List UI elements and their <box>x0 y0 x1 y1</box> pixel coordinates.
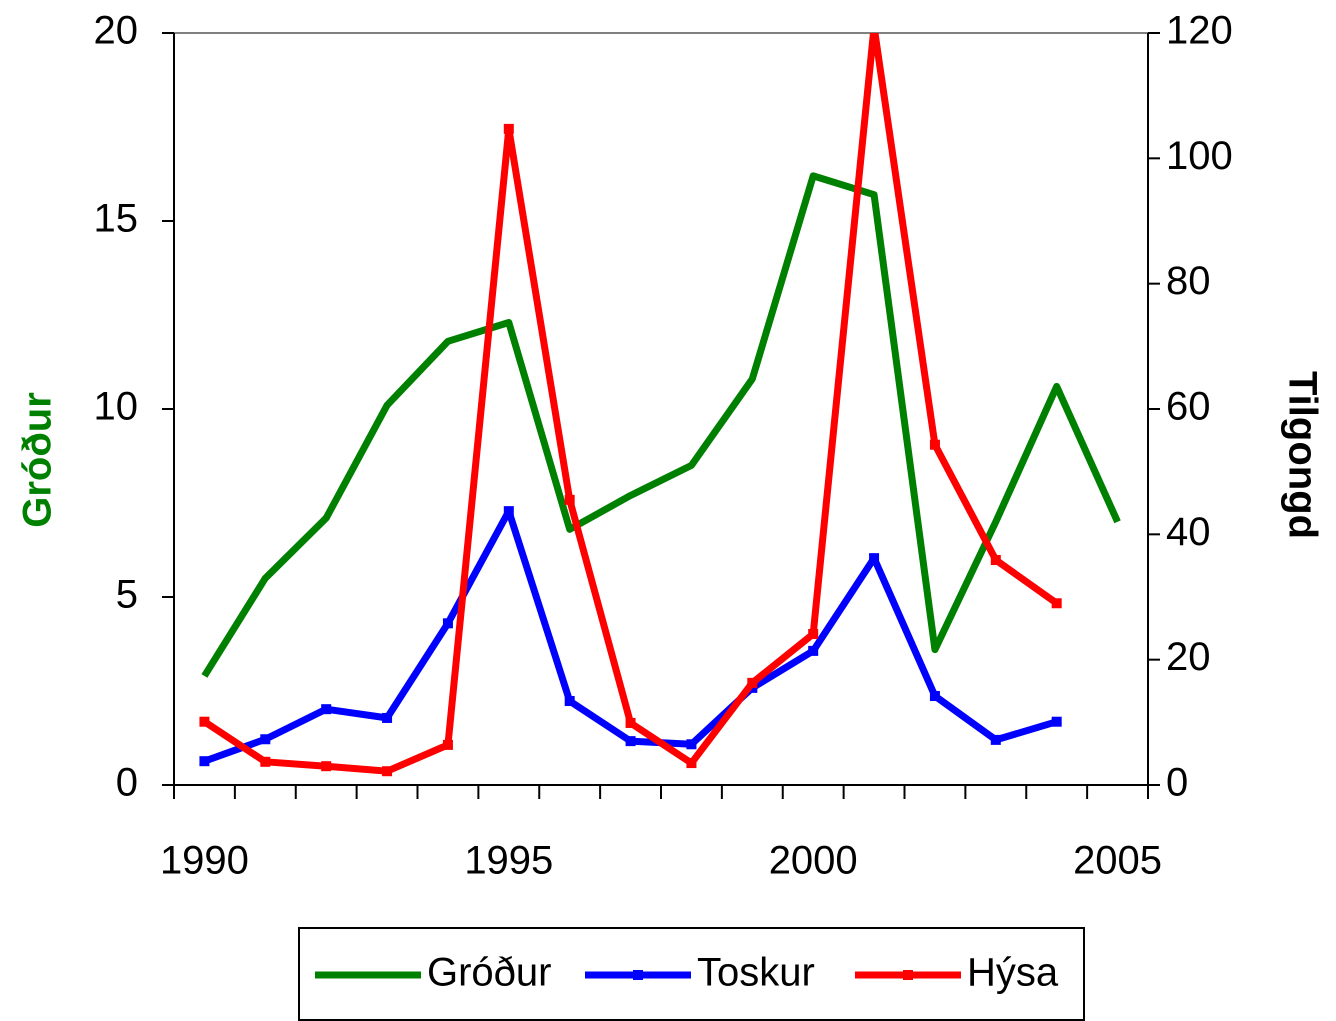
point-marker <box>442 618 453 629</box>
point-marker <box>808 628 819 639</box>
y2-tick-label: 20 <box>1166 635 1211 679</box>
point-marker <box>686 758 697 769</box>
point-marker <box>625 736 636 747</box>
series-line <box>202 33 1059 775</box>
x-tick-label: 2000 <box>769 839 858 883</box>
point-marker <box>990 734 1001 745</box>
point-marker <box>260 756 271 767</box>
y2-axis-title: Tilgongd <box>1280 371 1324 539</box>
y-tick-label: 0 <box>116 761 138 805</box>
point-marker <box>929 439 940 450</box>
point-marker <box>503 123 514 134</box>
plot-area <box>199 22 1121 777</box>
point-marker <box>382 766 393 777</box>
legend-marker <box>633 970 643 980</box>
point-marker <box>564 494 575 505</box>
legend-label: Toskur <box>697 951 815 995</box>
y-axis-title: Gróður <box>16 392 60 528</box>
y-tick-label: 10 <box>94 385 139 429</box>
point-marker <box>442 739 453 750</box>
y2-tick-label: 60 <box>1166 385 1211 429</box>
legend-label: Hýsa <box>967 951 1059 995</box>
legend-label: Gróður <box>427 951 552 995</box>
y2-tick-label: 40 <box>1166 510 1211 554</box>
y-tick-label: 15 <box>94 197 139 241</box>
y2-tick-label: 80 <box>1166 259 1211 303</box>
point-marker <box>260 734 271 745</box>
point-marker <box>869 553 880 564</box>
y2-tick-label: 120 <box>1166 9 1233 53</box>
series-line <box>201 172 1121 678</box>
point-marker <box>321 761 332 772</box>
point-marker <box>686 739 697 750</box>
y2-tick-label: 100 <box>1166 134 1233 178</box>
y2-tick-label: 0 <box>1166 761 1188 805</box>
point-marker <box>869 22 879 32</box>
point-marker <box>199 716 210 727</box>
y-tick-label: 20 <box>94 9 139 53</box>
x-tick-label: 2005 <box>1073 839 1162 883</box>
x-tick-label: 1995 <box>464 839 553 883</box>
point-marker <box>564 696 575 707</box>
point-marker <box>1051 598 1062 609</box>
point-marker <box>625 717 636 728</box>
y-tick-label: 5 <box>116 573 138 617</box>
point-marker <box>503 506 514 517</box>
legend-marker <box>903 970 913 980</box>
point-marker <box>199 756 210 767</box>
point-marker <box>1051 716 1062 727</box>
point-marker <box>929 691 940 702</box>
point-marker <box>808 645 819 656</box>
point-marker <box>321 704 332 715</box>
point-marker <box>747 677 758 688</box>
x-tick-label: 1990 <box>160 839 249 883</box>
point-marker <box>382 712 393 723</box>
point-marker <box>990 555 1001 566</box>
